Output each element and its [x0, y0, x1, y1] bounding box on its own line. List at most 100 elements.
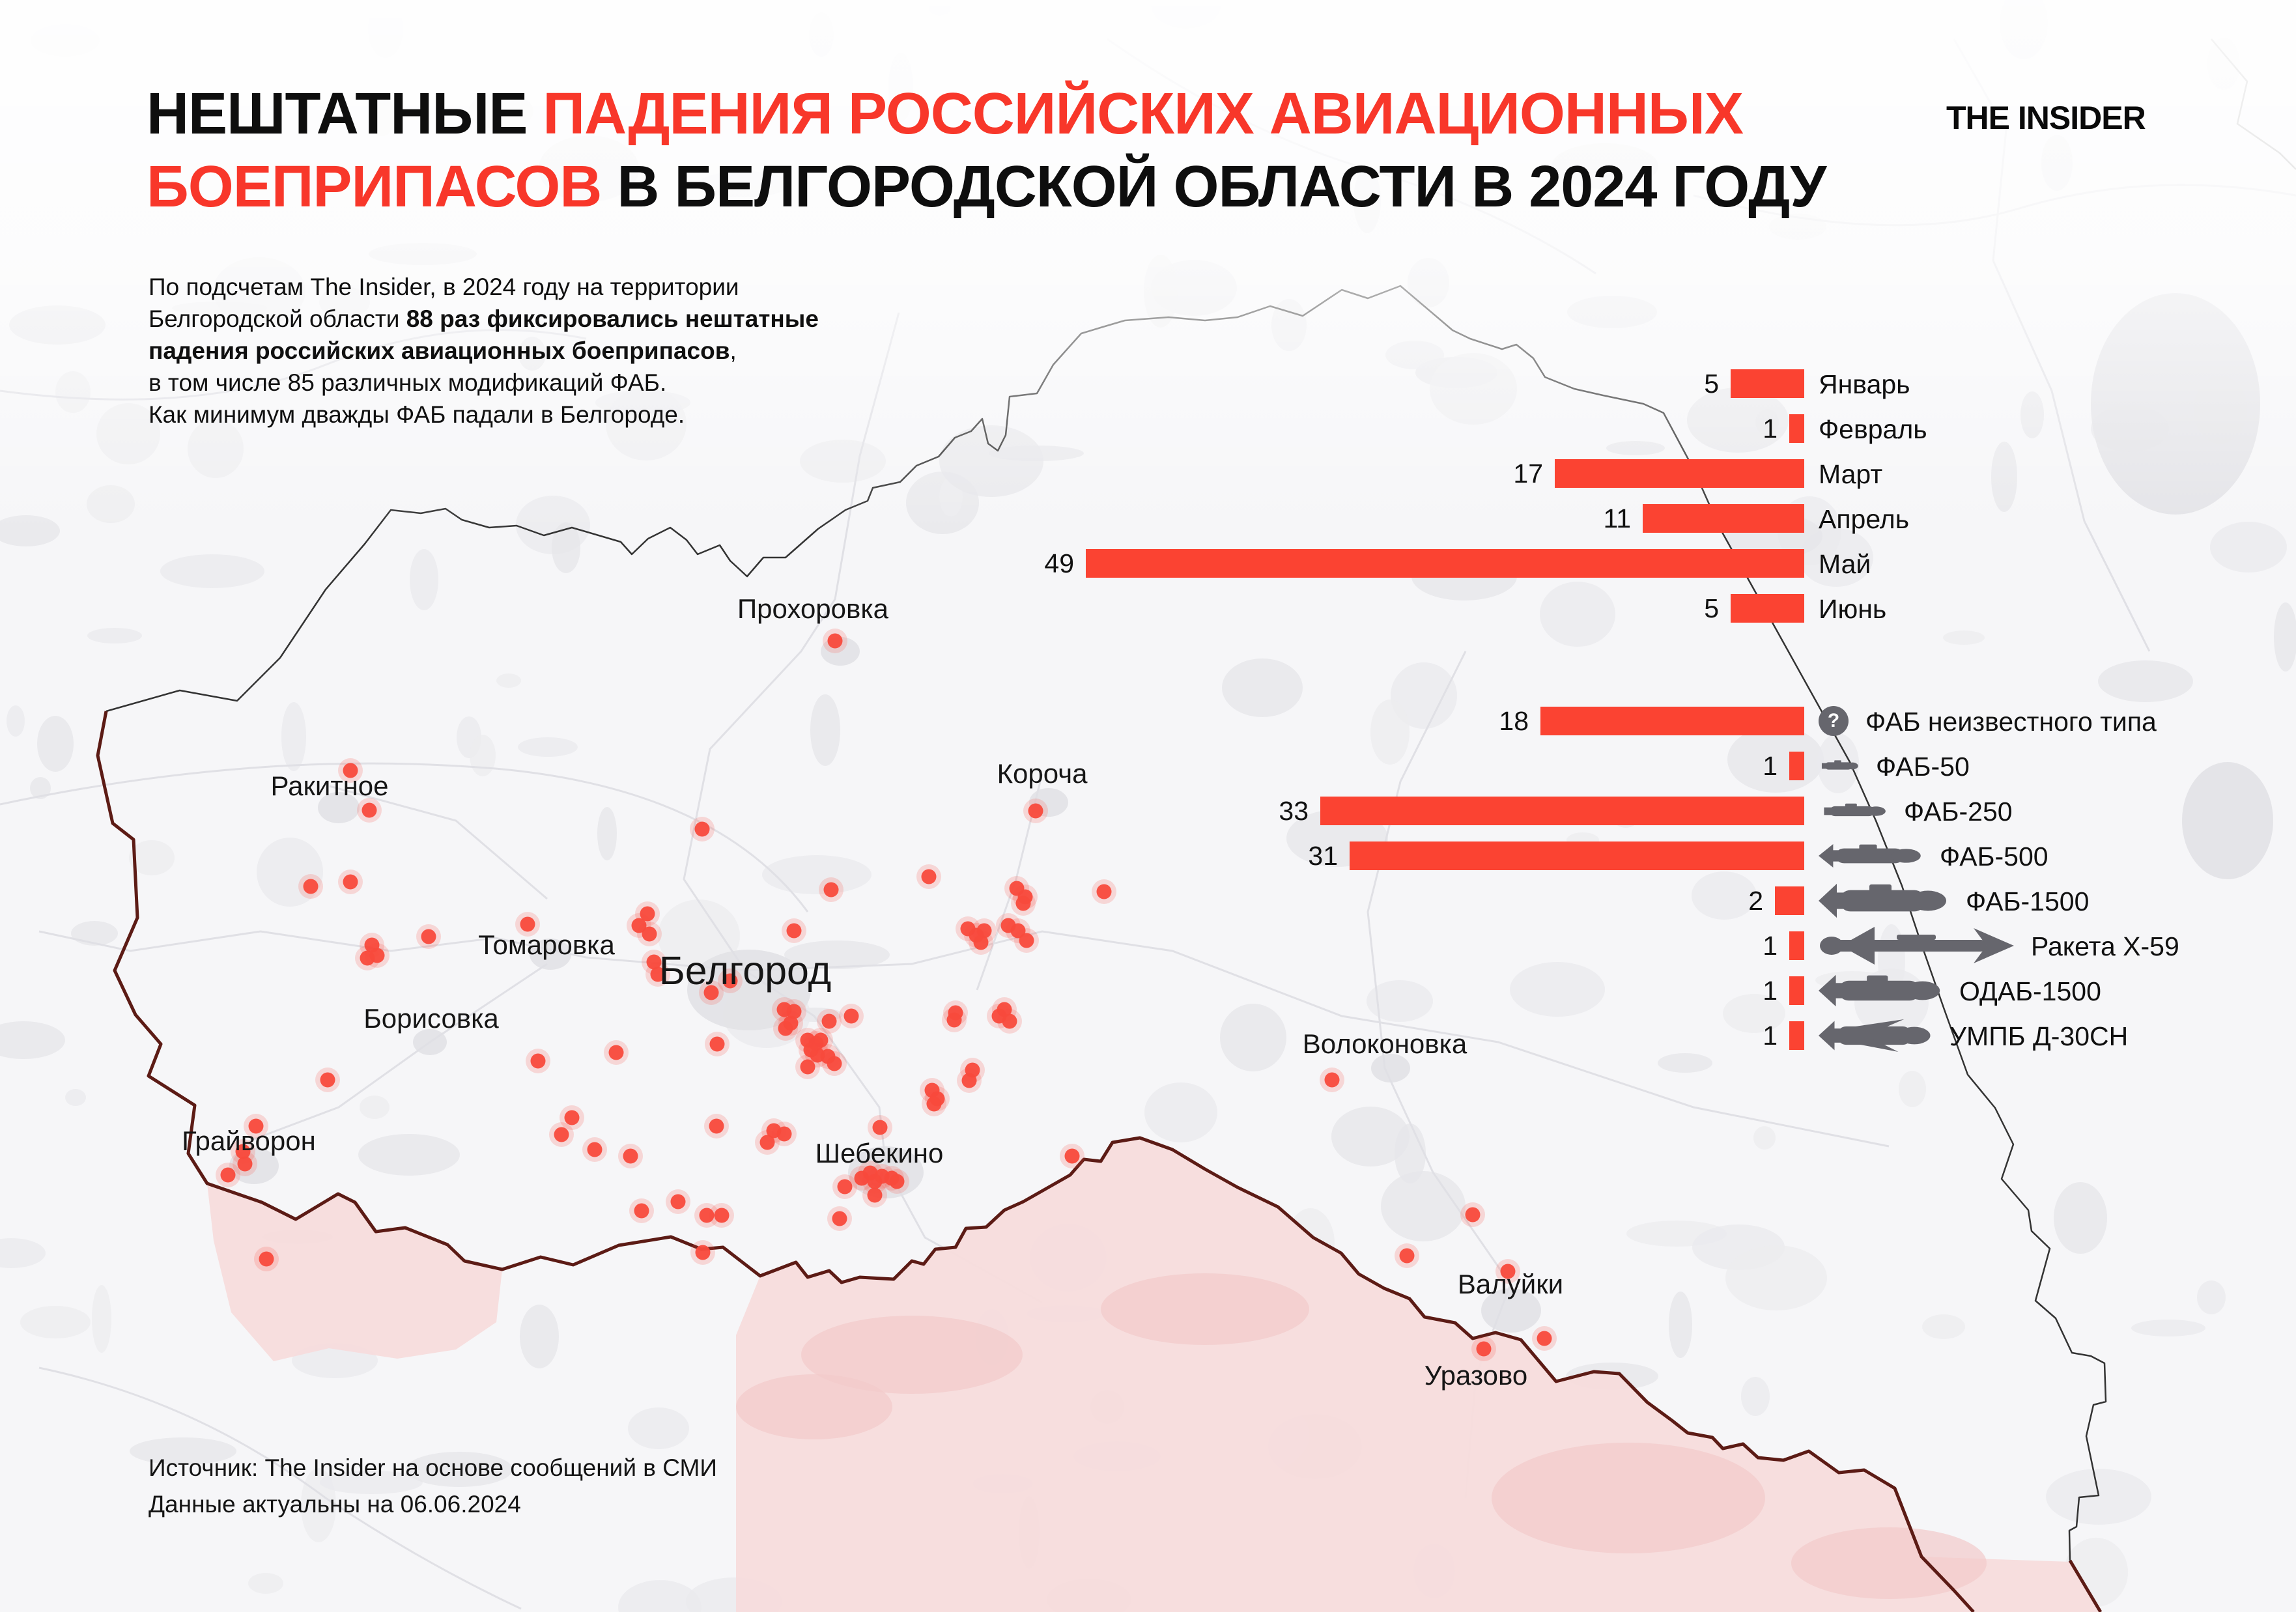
map-texture-patch — [658, 899, 740, 972]
month-value: 11 — [1603, 503, 1631, 533]
map-texture-patch — [87, 485, 135, 523]
page-title-line2: БОЕПРИПАСОВ В БЕЛГОРОДСКОЙ ОБЛАСТИ В 202… — [147, 158, 1826, 216]
map-texture-patch — [406, 1452, 513, 1487]
month-bar-январь — [1731, 369, 1804, 398]
fab-50-bomb-icon — [1819, 759, 1859, 772]
map-texture-patch — [1151, 0, 1221, 29]
incident-dot — [259, 1251, 274, 1267]
incident-dot — [640, 906, 655, 922]
odab-1500-bomb-icon — [1819, 973, 1942, 1008]
intro-text: Как минимум дважды ФАБ падали в Белгород… — [149, 401, 685, 428]
incident-dot — [1010, 923, 1026, 939]
munition-bar — [1775, 886, 1804, 915]
map-texture-patch — [37, 716, 74, 772]
incident-dot — [1002, 1013, 1017, 1029]
map-texture-patch — [65, 1089, 86, 1106]
map-road-line — [0, 762, 809, 912]
ukraine-territory-shade — [1791, 1527, 1987, 1599]
munition-label: ФАБ-50 — [1876, 752, 1970, 782]
umpb-d30sn-bomb-icon — [1819, 1019, 1933, 1052]
map-texture-patch — [129, 840, 175, 875]
incident-dot — [303, 879, 319, 894]
map-texture-patch — [2210, 522, 2287, 573]
map-texture-patch — [2131, 1320, 2205, 1336]
incident-dot — [837, 1179, 853, 1195]
month-value: 5 — [1704, 593, 1719, 623]
map-texture-patch — [1669, 1292, 1692, 1358]
map-texture-patch — [618, 1580, 702, 1612]
incident-dot — [867, 1187, 883, 1203]
month-label: Апрель — [1819, 504, 1910, 534]
map-texture-patch — [160, 554, 264, 588]
map-texture-patch — [810, 694, 840, 766]
munition-bar — [1320, 797, 1804, 825]
map-texture-patch — [130, 1437, 236, 1465]
incident-dot — [946, 1012, 962, 1028]
map-texture-patch — [248, 1573, 283, 1594]
incident-dot — [714, 1208, 730, 1223]
map-texture-patch — [7, 705, 25, 737]
month-label: Март — [1819, 459, 1883, 489]
incident-dot — [1096, 884, 1112, 899]
incident-dot — [1019, 933, 1034, 948]
ukraine-territory-southwest — [207, 1183, 502, 1361]
map-texture-patch — [2197, 1280, 2226, 1314]
incident-dot — [699, 1208, 715, 1223]
city-label-прохоровка: Прохоровка — [737, 593, 889, 624]
title-segment-highlight: БОЕПРИПАСОВ — [147, 154, 602, 219]
ukraine-territory-shade — [1101, 1273, 1309, 1345]
map-texture-patch — [1370, 700, 1410, 765]
incident-dot — [1500, 1264, 1516, 1279]
incident-dot — [1064, 1148, 1080, 1164]
incident-dot — [1015, 896, 1031, 911]
city-label-шебекино: Шебекино — [815, 1138, 944, 1168]
munition-bar — [1789, 1021, 1804, 1050]
munition-bar — [1540, 707, 1804, 735]
map-texture-patch — [1222, 658, 1303, 717]
map-texture-patch — [0, 1021, 65, 1059]
munition-label: ФАБ-1500 — [1966, 886, 2090, 916]
map-texture-patch — [809, 12, 834, 57]
incident-dot — [827, 633, 843, 649]
map-texture-patch — [496, 673, 521, 688]
incident-dot — [800, 1059, 815, 1075]
question-circle-icon: ? — [1819, 706, 1849, 736]
intro-line: Как минимум дважды ФАБ падали в Белгород… — [149, 399, 819, 431]
map-texture-patch — [2098, 660, 2193, 702]
city-label-уразово: Уразово — [1424, 1360, 1528, 1391]
map-texture-patch — [1692, 871, 1757, 920]
map-texture-patch — [369, 243, 477, 265]
map-texture-patch — [71, 921, 118, 946]
intro-line: падения российских авиационных боеприпас… — [149, 335, 819, 367]
svg-text:?: ? — [1828, 710, 1839, 731]
map-texture-patch — [1991, 442, 2017, 512]
city-label-валуйки: Валуйки — [1457, 1269, 1564, 1299]
incident-dot — [709, 1118, 724, 1134]
map-texture-patch — [597, 807, 617, 860]
munition-value: 1 — [1763, 751, 1778, 781]
incident-dot — [872, 1120, 888, 1135]
map-texture-patch — [55, 371, 91, 413]
month-bar-апрель — [1643, 504, 1804, 533]
map-texture-patch — [1367, 980, 1433, 1022]
munition-bar — [1789, 931, 1804, 960]
city-label-борисовка: Борисовка — [363, 1003, 499, 1034]
map-texture-patch — [0, 1238, 46, 1268]
fab-500-bomb-icon — [1819, 843, 1923, 869]
incident-dot — [237, 1156, 253, 1172]
map-texture-patch — [360, 1096, 390, 1119]
map-urban-area — [2091, 293, 2260, 515]
map-texture-patch — [1540, 582, 1615, 647]
incident-dot — [832, 1211, 847, 1226]
map-texture-patch — [1144, 1082, 1217, 1142]
map-texture-patch — [281, 702, 306, 771]
map-urban-area — [1371, 1054, 1410, 1082]
month-bar-февраль — [1789, 414, 1804, 443]
map-texture-patch — [1381, 1171, 1466, 1241]
incident-dot — [778, 1021, 793, 1036]
map-texture-patch — [784, 940, 890, 969]
incident-dot — [1028, 803, 1043, 819]
month-bar-март — [1555, 459, 1804, 488]
map-texture-patch — [518, 737, 578, 757]
